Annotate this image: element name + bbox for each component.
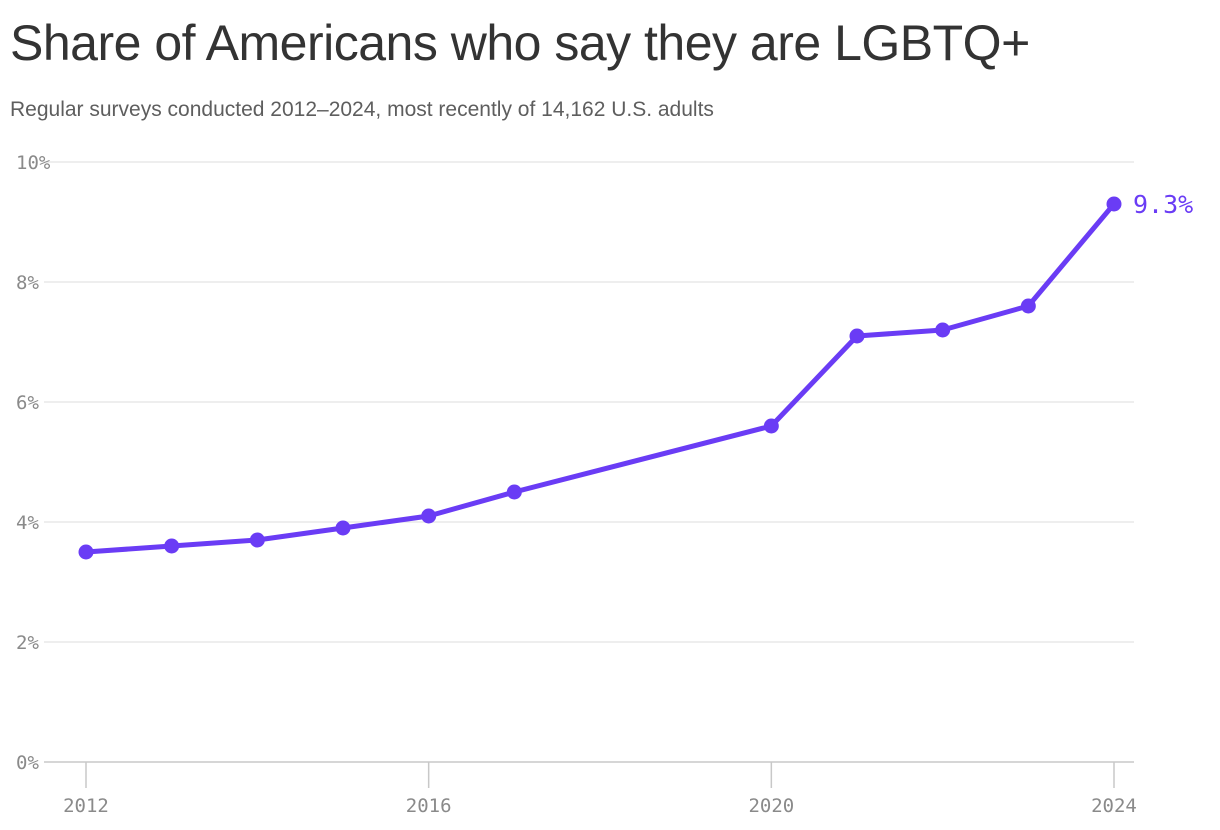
x-tick-label: 2024 xyxy=(1091,795,1137,817)
x-tick-label: 2012 xyxy=(63,795,109,817)
y-tick-label: 2% xyxy=(16,632,39,654)
x-tick-label: 2016 xyxy=(406,795,452,817)
y-axis: 0% 2% 4% 6% 8% 10% xyxy=(16,152,51,774)
data-point-2024 xyxy=(1106,196,1122,212)
end-value-label: 9.3% xyxy=(1133,190,1193,219)
y-tick-label: 6% xyxy=(16,392,39,414)
data-point-2017 xyxy=(506,484,522,500)
data-point-2013 xyxy=(164,538,180,554)
data-point-2012 xyxy=(78,544,94,560)
y-tick-label: 4% xyxy=(16,512,39,534)
data-point-2023 xyxy=(1020,298,1036,314)
chart-title: Share of Americans who say they are LGBT… xyxy=(10,15,1030,71)
y-tick-label: 0% xyxy=(16,752,39,774)
data-point-2016 xyxy=(421,508,437,524)
labels-layer: 9.3% xyxy=(1133,190,1193,219)
series-line xyxy=(83,201,1117,555)
y-tick-label: 10% xyxy=(16,152,51,174)
data-point-2015 xyxy=(335,520,351,536)
x-axis: 2012 2016 2020 2024 xyxy=(63,762,1137,817)
data-point-2020 xyxy=(763,418,779,434)
data-point-2014 xyxy=(249,532,265,548)
series-layer xyxy=(78,196,1122,560)
chart-subtitle: Regular surveys conducted 2012–2024, mos… xyxy=(10,98,714,121)
x-tick-label: 2020 xyxy=(748,795,794,817)
data-point-2022 xyxy=(935,322,951,338)
y-tick-label: 8% xyxy=(16,272,39,294)
grid-lines xyxy=(44,161,1134,763)
data-point-2021 xyxy=(849,328,865,344)
